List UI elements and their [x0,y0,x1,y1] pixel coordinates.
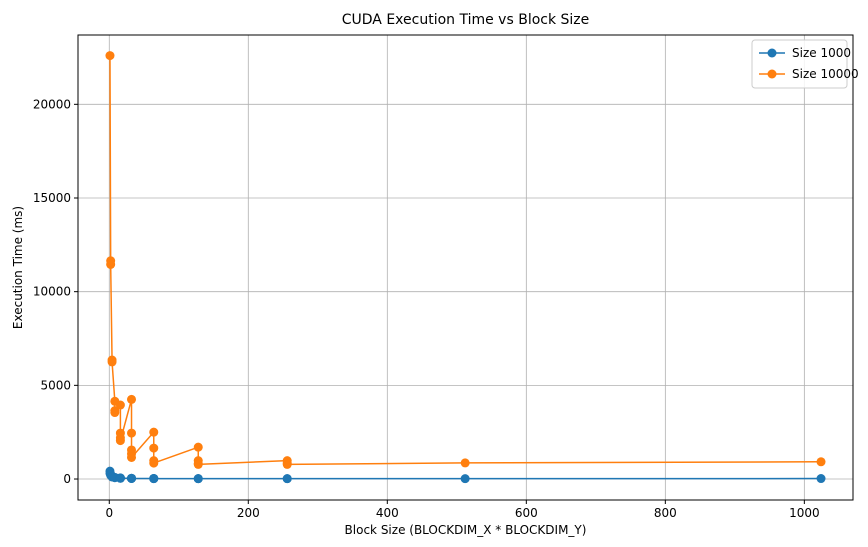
x-tick-label: 200 [237,506,260,520]
data-point [460,458,470,468]
data-point [105,51,115,61]
data-point [816,474,826,484]
legend-swatch-marker [767,69,777,79]
data-point [115,473,125,483]
chart-title: CUDA Execution Time vs Block Size [342,12,590,28]
series-layer [105,51,826,484]
series-line [109,55,822,466]
x-axis-label: Block Size (BLOCKDIM_X * BLOCKDIM_Y) [345,523,587,537]
data-point [149,474,159,484]
data-point [106,260,116,270]
y-axis: 0 5000 10000 15000 20000 [33,97,78,486]
series-1 [105,466,826,484]
y-axis-label: Execution Time (ms) [11,206,25,329]
data-point [460,474,470,484]
data-point [127,394,137,404]
legend-swatch-marker [767,48,777,58]
y-tick-label: 10000 [33,285,71,299]
data-point [193,459,203,469]
y-tick-label: 15000 [33,191,71,205]
y-tick-label: 20000 [33,97,71,111]
legend-label: Size 1000 [792,46,851,60]
gridlines [78,35,853,500]
x-tick-label: 0 [105,506,113,520]
plot-frame [77,34,854,501]
data-point [115,436,125,446]
x-tick-label: 600 [515,506,538,520]
data-point [110,408,120,418]
legend-item: Size 1000 [759,46,851,60]
legend-item: Size 10000 [759,67,859,81]
y-tick-label: 5000 [40,378,71,392]
legend-label: Size 10000 [792,67,859,81]
data-point [282,474,292,484]
x-tick-label: 1000 [789,506,820,520]
data-point [193,474,203,484]
legend: Size 1000 Size 10000 [751,39,859,89]
data-point [282,459,292,469]
data-point [149,427,159,437]
data-point [127,473,137,483]
x-tick-label: 400 [376,506,399,520]
data-point [816,457,826,467]
data-point [115,400,125,410]
x-axis: 0 200 400 600 800 1000 [105,500,820,520]
data-point [127,452,137,462]
data-point [127,428,137,438]
x-tick-label: 800 [654,506,677,520]
data-point [149,458,159,468]
y-tick-label: 0 [63,472,71,486]
data-point [107,357,117,367]
series-2 [105,51,826,469]
data-point [149,443,159,453]
data-point [193,442,203,452]
